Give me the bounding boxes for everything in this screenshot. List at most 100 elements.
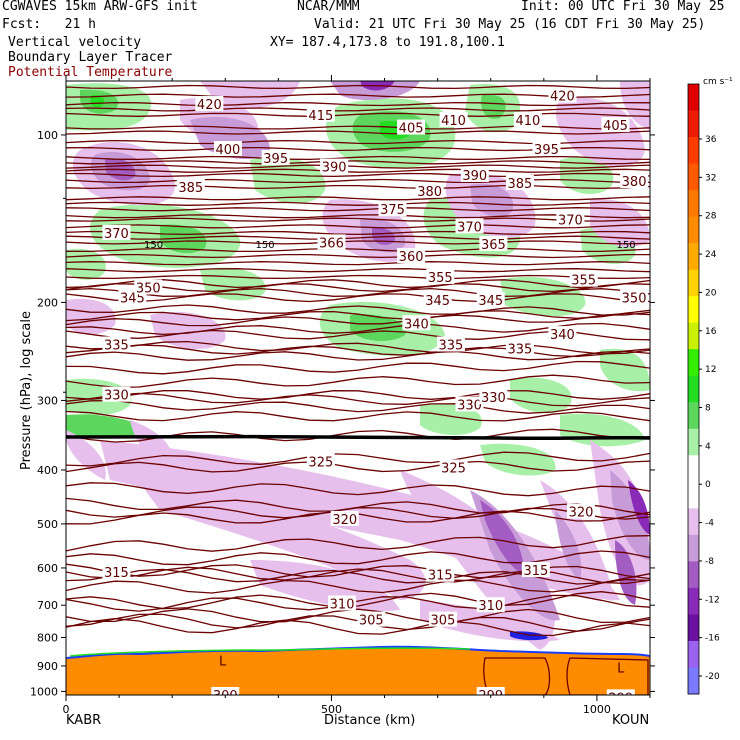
theta-label: 420 — [550, 90, 575, 105]
w-down-core — [470, 184, 514, 217]
theta-low-contour — [566, 657, 649, 695]
theta-label: 350 — [622, 292, 647, 307]
colorbar-tick-label: 20 — [705, 288, 717, 298]
theta-contour-line — [66, 550, 650, 566]
theta-contour-line — [66, 196, 650, 201]
theta-label: 310 — [478, 599, 503, 614]
theta-label-bg — [211, 687, 240, 695]
x-tick-label: 500 — [321, 703, 342, 716]
theta-label: 340 — [404, 317, 429, 332]
colorbar-swatch — [688, 137, 699, 165]
colorbar-swatch — [688, 428, 699, 456]
theta-label: 335 — [438, 338, 463, 353]
y-tick-label: 300 — [37, 394, 58, 407]
theta-contour-line — [66, 214, 650, 219]
field-potential-temperature: Potential Temperature — [8, 65, 173, 80]
theta-contour-line — [66, 107, 650, 112]
colorbar-swatch — [688, 455, 699, 483]
colorbar-swatch — [688, 349, 699, 377]
w-up-region — [420, 403, 482, 436]
theta-label: 420 — [197, 98, 222, 113]
left-station: KABR — [66, 713, 101, 728]
theta-contour-line — [66, 230, 650, 236]
theta-label-bg — [378, 201, 407, 217]
theta-contour-line — [66, 344, 650, 358]
header-model: CGWAVES 15km ARW-GFS init — [2, 0, 198, 14]
header-xy: XY= 187.4,173.8 to 191.8,100.1 — [270, 35, 505, 50]
theta-contour-line — [66, 268, 650, 273]
colorbar-swatch — [688, 587, 699, 615]
low-marker: L — [219, 655, 227, 670]
theta-contour-line — [66, 390, 650, 400]
theta-contour-line — [66, 594, 650, 612]
y-axis: 100 200 300 400 500 600 700 800 900 1000 — [30, 129, 655, 698]
colorbar-swatch — [688, 110, 699, 138]
colorbar-tick-label: 16 — [705, 327, 717, 337]
colorbar-swatch — [688, 243, 699, 271]
w-down-region — [150, 311, 226, 350]
colorbar-tick-label: -4 — [705, 519, 714, 529]
theta-label: 320 — [569, 505, 594, 520]
x-axis: 0 500 1000 — [63, 75, 651, 716]
theta-label-bg — [320, 158, 349, 174]
theta-label: 315 — [104, 566, 129, 581]
theta-label-bg — [548, 87, 577, 103]
theta-label-bg — [423, 292, 452, 308]
theta-label-bg — [455, 396, 484, 412]
colorbar-swatch — [688, 614, 699, 642]
theta-label-bg — [102, 563, 131, 579]
w-down-band — [615, 540, 637, 605]
colorbar-swatch — [688, 269, 699, 297]
theta-label-bg — [306, 106, 335, 122]
w-up-region — [66, 414, 150, 439]
theta-contour-line — [66, 130, 650, 135]
y-axis-label: Pressure (hPa), log scale — [19, 311, 34, 470]
theta-contour-line — [66, 283, 650, 293]
theta-label-bg — [102, 224, 131, 240]
y-tick-label: 900 — [37, 660, 58, 673]
colorbar-swatch — [688, 481, 699, 509]
theta-label-bg — [548, 326, 577, 342]
theta-label: 299 — [478, 689, 503, 704]
theta-contour-line — [66, 399, 650, 414]
colorbar-tick-label: 36 — [705, 135, 717, 145]
colorbar-tick-label: -8 — [705, 557, 714, 567]
theta-label: 410 — [441, 114, 466, 129]
colorbar-tick-label: 12 — [705, 365, 716, 375]
w-down-band — [250, 560, 400, 611]
header-valid: Valid: 21 UTC Fri 30 May 25 (16 CDT Fri … — [314, 17, 706, 32]
colorbar-swatch — [688, 375, 699, 403]
colorbar-tick-label: 28 — [705, 212, 717, 222]
w-up-region — [66, 248, 106, 280]
theta-label-bg — [328, 595, 357, 611]
theta-label: 300 — [213, 689, 238, 704]
header-fcst: Fcst: 21 h — [2, 17, 96, 32]
theta-contour-line — [66, 261, 650, 266]
x-axis-label: Distance (km) — [324, 713, 415, 728]
w-down-band — [480, 500, 525, 575]
theta-contour-line — [66, 618, 650, 637]
x-tick-label: 1000 — [583, 703, 611, 716]
colorbar-swatch — [688, 534, 699, 562]
y-tick-label: 600 — [37, 562, 58, 575]
theta-contour-line — [66, 340, 650, 355]
x-tick-label: 0 — [63, 703, 70, 716]
w-up-core — [160, 224, 207, 254]
theta-label-bg — [556, 211, 585, 227]
theta-contour-line — [66, 164, 650, 169]
theta-label: 305 — [359, 614, 384, 629]
theta-label-bg — [479, 389, 508, 405]
theta-label-bg — [195, 96, 224, 112]
theta-label: 360 — [399, 250, 424, 265]
colorbar-tick-label: 4 — [705, 442, 711, 452]
w-up-core — [350, 314, 406, 342]
theta-label-bg — [606, 689, 635, 695]
theta-label: 385 — [178, 181, 203, 196]
theta-contour-line — [66, 240, 650, 245]
theta-contour-line — [66, 608, 650, 624]
theta-label-bg — [601, 117, 630, 133]
theta-label-bg — [426, 268, 455, 284]
theta-contour-line — [66, 125, 650, 130]
theta-label: 415 — [308, 109, 333, 124]
